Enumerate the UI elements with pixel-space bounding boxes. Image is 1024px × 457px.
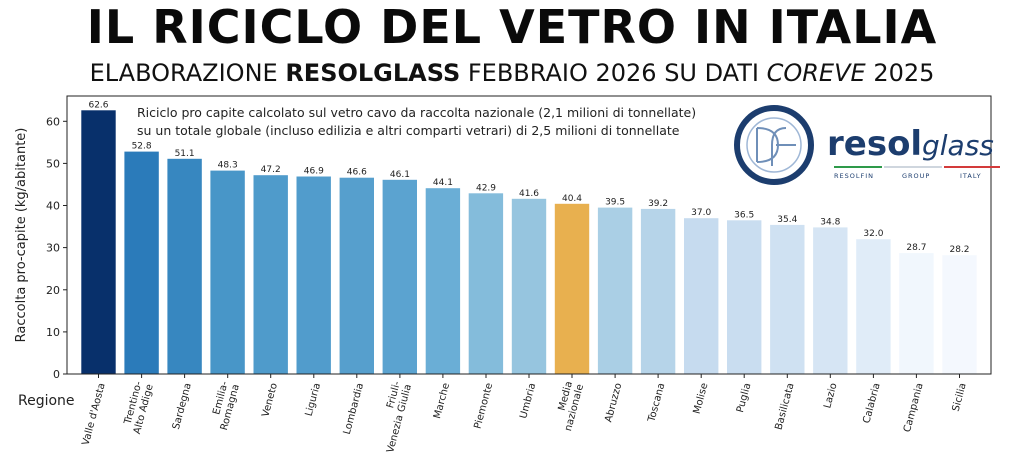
y-axis-label: Raccolta pro-capite (kg/abitante) <box>14 128 29 343</box>
y-tick-label: 30 <box>46 242 60 255</box>
bar <box>468 193 504 374</box>
logo-monogram <box>756 127 796 166</box>
bar-value-label: 40.4 <box>562 194 582 204</box>
bar-value-label: 46.1 <box>390 170 410 180</box>
x-tick-label: Liguria <box>304 382 323 418</box>
x-tick-label: Sardegna <box>171 382 194 431</box>
bar <box>856 239 891 374</box>
logo-circle-inner <box>746 117 802 173</box>
bar <box>339 177 374 374</box>
bar-value-label: 39.2 <box>648 199 668 209</box>
bar <box>425 188 461 374</box>
bar-value-label: 62.6 <box>88 100 108 110</box>
x-tick-label: Campania <box>902 382 926 434</box>
bar <box>727 220 762 374</box>
bar-value-label: 39.5 <box>605 198 625 208</box>
x-tick-label: Lazio <box>822 382 839 410</box>
bar-value-label: 46.9 <box>304 167 324 177</box>
x-tick-label: Piemonte <box>472 382 495 430</box>
bar <box>899 253 934 374</box>
bar <box>253 175 288 374</box>
bar <box>511 198 547 374</box>
bar <box>770 224 805 374</box>
annotation-line-1: Riciclo pro capite calcolato sul vetro c… <box>137 105 696 120</box>
subtitle-source: COREVE <box>766 59 866 87</box>
y-tick-label: 50 <box>46 157 60 170</box>
bar-value-label: 35.4 <box>777 215 797 225</box>
logo-tag-italy: ITALY <box>960 172 982 180</box>
y-tick-label: 60 <box>46 115 60 128</box>
logo-brand-bold: resol <box>827 124 922 164</box>
logo-stripe-green <box>834 166 882 168</box>
bar-value-label: 41.6 <box>519 189 539 199</box>
bar-value-label: 46.6 <box>347 168 367 178</box>
bar-value-label: 44.1 <box>433 178 453 188</box>
bar <box>124 151 159 374</box>
bar-value-label: 34.8 <box>820 217 840 227</box>
subtitle-suffix: 2025 <box>865 59 935 87</box>
x-tick-label: Valle d'Aosta <box>81 382 108 447</box>
bar-value-label: 36.5 <box>734 210 754 220</box>
x-tick-label: Friuli-Venezia Giulia <box>374 380 414 454</box>
logo-tag-resolfin: RESOLFIN <box>834 172 874 180</box>
y-axis: 0 10 20 30 40 50 60 Raccolta pro-capite (kg/abi… <box>14 115 67 381</box>
x-axis: Valle d'Aosta Trentino-Alto Adige Sardegna… <box>18 374 969 454</box>
bar-value-label: 47.2 <box>261 165 281 175</box>
bar <box>382 179 417 374</box>
x-tick-label: Marche <box>432 382 452 420</box>
logo-stripe-white <box>884 166 942 168</box>
logo-circle-outer <box>734 105 814 185</box>
bars-group <box>81 110 977 375</box>
y-tick-label: 0 <box>53 368 60 381</box>
x-tick-label: Molise <box>692 382 711 415</box>
x-axis-label: Regione <box>18 393 75 409</box>
y-tick-label: 40 <box>46 200 60 213</box>
resolglass-logo: resol glass RESOLFIN GROUP ITALY <box>734 105 1000 185</box>
bar-value-label: 28.2 <box>949 245 969 255</box>
x-tick-label: Veneto <box>260 382 280 418</box>
value-labels-group: 62.6 52.8 51.1 48.3 47.2 46.9 46.6 46.1 44.1 42.9… <box>88 100 969 255</box>
bar-value-label: 32.0 <box>863 229 883 239</box>
bar <box>81 110 116 375</box>
x-tick-label: Lombardia <box>342 382 366 436</box>
logo-stripe-red <box>944 166 1000 168</box>
logo-brand-light: glass <box>922 129 994 162</box>
y-tick-label: 20 <box>46 284 60 297</box>
x-tick-label: Abruzzo <box>603 382 624 424</box>
x-tick-label: Emilia-Romagna <box>208 380 242 432</box>
x-tick-label: Trentino-Alto Adige <box>121 380 156 436</box>
bar <box>640 208 676 374</box>
x-tick-label: Calabria <box>861 382 882 425</box>
plot-frame <box>66 95 992 375</box>
bar-value-label: 51.1 <box>175 149 195 159</box>
bar <box>210 170 245 374</box>
x-tick-label: Sicilia <box>951 382 969 413</box>
subtitle-brand: RESOLGLASS <box>285 59 461 87</box>
bar-value-label: 28.7 <box>906 243 926 253</box>
bar <box>597 207 633 374</box>
annotation-line-2: su un totale globale (incluso edilizia e… <box>137 123 680 138</box>
bar <box>813 227 848 374</box>
bar <box>167 158 202 374</box>
y-tick-label: 10 <box>46 326 60 339</box>
bar-value-label: 52.8 <box>132 142 152 152</box>
bar <box>296 176 331 374</box>
x-tick-label: Medianazionale <box>552 380 586 432</box>
bar <box>554 203 590 374</box>
x-tick-label: Umbria <box>518 382 538 420</box>
chart-subtitle: ELABORAZIONE RESOLGLASS FEBBRAIO 2026 SU… <box>0 58 1024 88</box>
chart-title: IL RICICLO DEL VETRO IN ITALIA <box>86 0 938 54</box>
bar <box>684 218 719 374</box>
x-tick-label: Basilicata <box>773 382 796 431</box>
x-tick-label: Toscana <box>646 382 667 424</box>
x-tick-label: Puglia <box>735 382 753 414</box>
subtitle-mid: FEBBRAIO 2026 SU DATI <box>460 59 767 87</box>
logo-tag-group: GROUP <box>902 172 930 180</box>
bar-value-label: 48.3 <box>218 161 238 171</box>
bar <box>942 255 977 374</box>
bar-value-label: 42.9 <box>476 183 496 193</box>
bar-value-label: 37.0 <box>691 208 711 218</box>
subtitle-prefix: ELABORAZIONE <box>89 59 286 87</box>
